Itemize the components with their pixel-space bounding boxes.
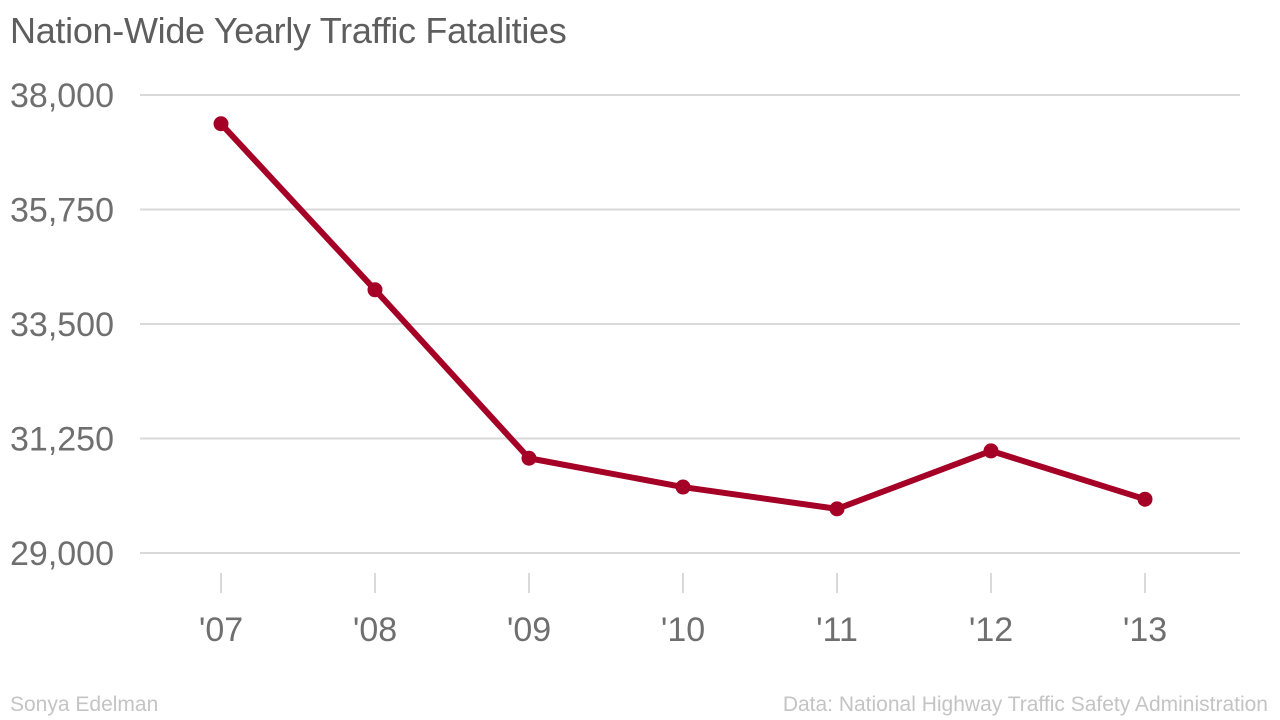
y-tick-label: 35,750 — [10, 192, 114, 230]
chart-title: Nation-Wide Yearly Traffic Fatalities — [10, 10, 567, 51]
author-credit: Sonya Edelman — [10, 693, 159, 716]
y-tick-label: 31,250 — [10, 421, 114, 459]
x-tick-label: '07 — [199, 611, 243, 649]
data-point — [983, 443, 999, 459]
x-tick-label: '11 — [816, 611, 858, 649]
series-markers — [213, 116, 1153, 517]
line-chart: 29,000 31,250 33,500 35,750 38,000 '07 '08 '09… — [10, 77, 1240, 649]
y-tick-label: 38,000 — [10, 77, 114, 115]
series-line — [218, 120, 1148, 512]
data-point — [829, 501, 845, 517]
data-point — [1137, 491, 1153, 507]
y-tick-label: 29,000 — [10, 535, 114, 573]
x-tick-label: '12 — [969, 611, 1013, 649]
data-source: Data: National Highway Traffic Safety Ad… — [782, 693, 1268, 716]
x-tick-label: '08 — [353, 611, 397, 649]
data-point — [367, 282, 383, 298]
data-point — [213, 116, 229, 132]
series-path — [218, 120, 1148, 512]
y-axis: 29,000 31,250 33,500 35,750 38,000 — [10, 77, 114, 573]
x-tick-label: '09 — [507, 611, 551, 649]
y-tick-label: 33,500 — [10, 306, 114, 344]
data-point — [675, 479, 691, 495]
x-tick-label: '13 — [1123, 611, 1167, 649]
gridlines — [140, 94, 1240, 554]
data-point — [521, 450, 537, 466]
x-tick-label: '10 — [661, 611, 705, 649]
x-axis: '07 '08 '09 '10 '11 '12 '13 — [199, 573, 1167, 649]
